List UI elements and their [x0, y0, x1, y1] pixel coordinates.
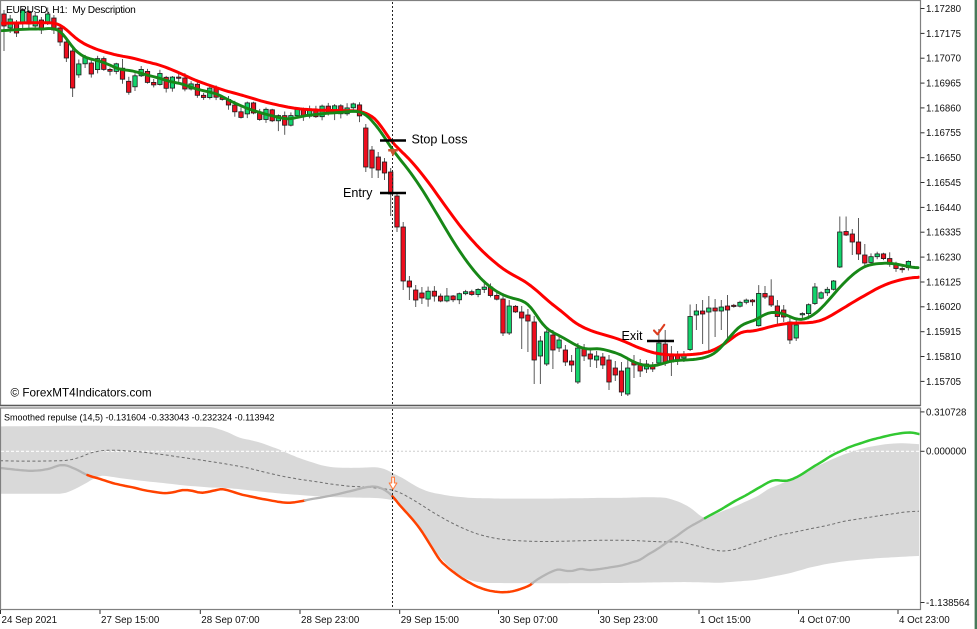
svg-text:Entry: Entry	[343, 186, 373, 200]
svg-text:0.310728: 0.310728	[926, 407, 966, 418]
svg-text:1.16125: 1.16125	[926, 277, 961, 288]
svg-text:Smoothed repulse (14,5) -0.131: Smoothed repulse (14,5) -0.131604 -0.333…	[4, 413, 275, 423]
svg-text:1.15915: 1.15915	[926, 327, 961, 338]
svg-text:EURUSD, H1: My Description: EURUSD, H1: My Description	[6, 5, 135, 16]
svg-text:1.17280: 1.17280	[926, 4, 962, 15]
svg-text:28 Sep 07:00: 28 Sep 07:00	[201, 615, 260, 626]
svg-text:1.16230: 1.16230	[926, 253, 962, 264]
svg-text:Stop Loss: Stop Loss	[412, 133, 468, 147]
svg-text:1.15705: 1.15705	[926, 377, 961, 388]
svg-text:30 Sep 07:00: 30 Sep 07:00	[500, 615, 559, 626]
svg-text:0.000000: 0.000000	[926, 447, 967, 458]
svg-text:28 Sep 23:00: 28 Sep 23:00	[301, 615, 360, 626]
svg-text:1.16020: 1.16020	[926, 302, 962, 313]
svg-text:1.16650: 1.16650	[926, 153, 962, 164]
svg-text:1.17070: 1.17070	[926, 54, 962, 65]
svg-text:4 Oct 23:00: 4 Oct 23:00	[899, 615, 950, 626]
svg-text:30 Sep 23:00: 30 Sep 23:00	[600, 615, 659, 626]
svg-text:1.16545: 1.16545	[926, 178, 961, 189]
svg-text:4 Oct 07:00: 4 Oct 07:00	[800, 615, 851, 626]
svg-text:1 Oct 15:00: 1 Oct 15:00	[700, 615, 751, 626]
svg-text:27 Sep 15:00: 27 Sep 15:00	[101, 615, 160, 626]
svg-text:1.16965: 1.16965	[926, 79, 961, 90]
svg-text:1.15810: 1.15810	[926, 352, 962, 363]
svg-text:24 Sep 2021: 24 Sep 2021	[2, 615, 58, 626]
svg-text:-1.138564: -1.138564	[926, 598, 970, 609]
svg-text:1.16860: 1.16860	[926, 103, 962, 114]
svg-text:1.17175: 1.17175	[926, 29, 961, 40]
svg-text:Exit: Exit	[622, 329, 643, 343]
svg-text:29 Sep 15:00: 29 Sep 15:00	[401, 615, 460, 626]
svg-text:1.16335: 1.16335	[926, 228, 961, 239]
svg-text:1.16755: 1.16755	[926, 128, 961, 139]
svg-text:1.16440: 1.16440	[926, 203, 962, 214]
svg-text:© ForexMT4Indicators.com: © ForexMT4Indicators.com	[11, 387, 152, 400]
